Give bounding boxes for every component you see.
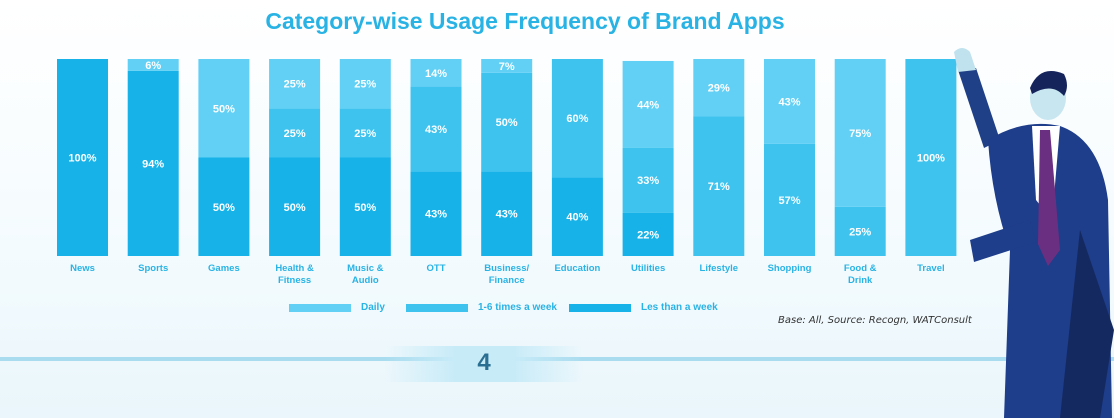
category-label: Food &: [844, 263, 877, 274]
businessman-illustration: [954, 48, 1114, 418]
bar-segment: [127, 70, 179, 256]
category-label: Education: [554, 263, 600, 274]
source-note: Base: All, Source: Recogn, WATConsult: [778, 315, 972, 326]
bar-segment: [198, 157, 250, 256]
data-label: 50%: [213, 103, 235, 115]
legend-item-weekly: 1-6 times a week: [406, 302, 557, 313]
bar-segment: [622, 60, 674, 148]
raised-arm: [958, 68, 1000, 148]
data-label: 6%: [145, 60, 161, 72]
bar-segment: [622, 147, 674, 213]
legend-swatch-less-than-week: [569, 303, 631, 312]
data-label: 43%: [425, 209, 447, 221]
tie: [1038, 130, 1060, 266]
chart-legend: Daily 1-6 times a week Les than a week: [289, 302, 749, 318]
bar-segment: [834, 206, 886, 256]
bar-segment: [693, 116, 745, 256]
data-label: 50%: [213, 202, 235, 214]
bar-segment: [339, 59, 391, 109]
data-label: 7%: [499, 61, 515, 73]
bar-segment: [127, 59, 179, 71]
data-label: 75%: [849, 128, 871, 140]
bar-segment: [339, 108, 391, 158]
legend-swatch-weekly: [406, 303, 468, 312]
category-label: Health &: [275, 263, 314, 274]
category-label: Fitness: [278, 275, 311, 286]
data-label: 50%: [354, 202, 376, 214]
data-label: 100%: [68, 153, 96, 165]
data-label: 44%: [637, 99, 659, 111]
bar-segment: [410, 86, 462, 172]
data-label: 43%: [496, 209, 518, 221]
bar-segment: [764, 59, 815, 144]
data-label: 25%: [354, 79, 376, 91]
legend-label-daily: Daily: [361, 302, 385, 313]
category-label: Music &: [347, 263, 384, 274]
data-label: 60%: [566, 113, 588, 125]
bar-segment: [834, 59, 886, 207]
bar-segment: [481, 59, 533, 73]
bar-segment: [410, 171, 462, 256]
legend-label-weekly: 1-6 times a week: [478, 302, 557, 313]
data-label: 43%: [425, 124, 447, 136]
category-label: Lifestyle: [700, 263, 739, 274]
bar-segment: [622, 212, 674, 256]
page-number-highlight: [384, 346, 584, 382]
data-label: 25%: [284, 79, 306, 91]
data-label: 25%: [849, 226, 871, 238]
bar-segment: [57, 59, 108, 256]
bar-segment: [269, 108, 321, 158]
data-label: 25%: [354, 128, 376, 140]
legend-label-less-than-week: Les than a week: [641, 302, 718, 313]
category-label: Sports: [138, 263, 168, 274]
data-label: 29%: [708, 83, 730, 95]
coat-tail: [1060, 230, 1114, 418]
bar-segment: [198, 59, 250, 158]
legend-item-daily: Daily: [289, 302, 385, 313]
data-label: 14%: [425, 68, 447, 80]
category-label: Utilities: [631, 263, 665, 274]
category-label: Games: [208, 263, 240, 274]
bar-segment: [551, 177, 603, 256]
legend-item-less-than-week: Les than a week: [569, 302, 718, 313]
category-label: Audio: [352, 275, 379, 286]
category-label: News: [70, 263, 95, 274]
bar-segment: [551, 59, 603, 178]
lower-arm: [970, 220, 1036, 262]
data-label: 50%: [284, 202, 306, 214]
page-number: 4: [477, 349, 491, 376]
bar-segment: [481, 171, 533, 256]
hand: [954, 48, 976, 72]
category-label: OTT: [427, 263, 446, 274]
legend-swatch-daily: [289, 303, 351, 312]
category-label: Travel: [917, 263, 944, 274]
data-label: 40%: [566, 212, 588, 224]
data-label: 57%: [778, 195, 800, 207]
category-label: Business/: [484, 263, 529, 274]
data-label: 71%: [708, 181, 730, 193]
data-label: 94%: [142, 158, 164, 170]
bar-segment: [339, 157, 391, 256]
hair: [1030, 71, 1067, 96]
category-label: Finance: [489, 275, 525, 286]
bar-segment: [269, 59, 321, 109]
data-label: 33%: [637, 175, 659, 187]
category-label: Shopping: [768, 263, 812, 274]
bar-segment: [905, 59, 957, 256]
bar-segment: [410, 59, 462, 87]
data-label: 50%: [496, 117, 518, 129]
data-label: 43%: [778, 96, 800, 108]
category-label: Drink: [848, 275, 873, 286]
bar-segment: [269, 157, 321, 256]
data-label: 100%: [917, 153, 945, 165]
data-label: 25%: [284, 128, 306, 140]
bar-segment: [693, 59, 745, 117]
chart-title: Category-wise Usage Frequency of Brand A…: [265, 8, 785, 34]
stacked-bar-chart: 100% News 94% 6% Sports 50% 50% Games 50% 25% 25% H…: [57, 59, 957, 286]
data-label: 22%: [637, 229, 659, 241]
bar-segment: [764, 143, 815, 256]
bar-segment: [481, 72, 533, 172]
